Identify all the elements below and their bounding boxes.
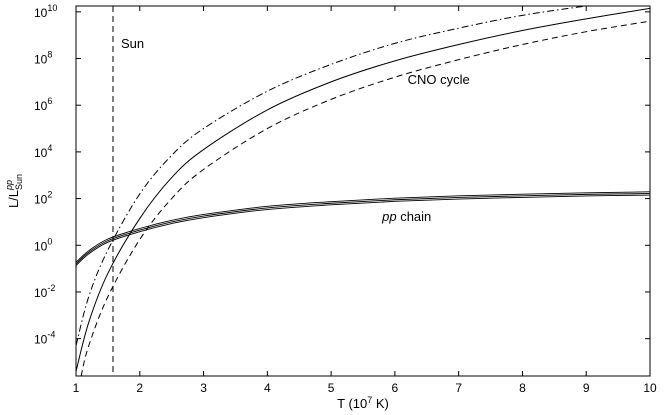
y-tick-label: 10-2 xyxy=(34,283,55,300)
pp-chain-line-3 xyxy=(76,194,650,266)
x-tick-label: 1 xyxy=(73,381,80,395)
y-tick-labels: 1010 108 106 104 102 100 10-2 10-4 xyxy=(34,3,57,347)
x-tick-label: 2 xyxy=(136,381,143,395)
y-axis-label: L/LSunpp xyxy=(4,174,24,208)
pp-chain-line-1 xyxy=(76,191,650,263)
sun-label: Sun xyxy=(121,36,144,51)
series-layer xyxy=(76,6,650,376)
x-tick-label: 4 xyxy=(264,381,271,395)
y-tick-label: 100 xyxy=(34,236,52,253)
annotation-layer: CNO cycle pp chain xyxy=(381,72,470,224)
annotation-1: CNO cycle xyxy=(408,72,470,87)
cno-cycle-line xyxy=(76,7,650,372)
y-tick-label: 10-4 xyxy=(34,330,55,347)
cno-cycle-lower-line xyxy=(80,20,650,376)
x-tick-label: 8 xyxy=(519,381,526,395)
y-tick-label: 106 xyxy=(34,96,52,113)
x-tick-label: 6 xyxy=(392,381,399,395)
x-tick-label: 10 xyxy=(643,381,657,395)
x-tick-label: 3 xyxy=(200,381,207,395)
sun-layer: Sun xyxy=(112,6,144,376)
x-tick-label: 7 xyxy=(455,381,462,395)
x-axis-label: T (107 K) xyxy=(337,395,389,411)
pp-chain-line-2 xyxy=(76,193,650,265)
y-tick-label: 108 xyxy=(34,50,52,67)
y-tick-label: 104 xyxy=(34,143,52,160)
annotation-2: pp chain xyxy=(381,209,431,224)
y-tick-label: 1010 xyxy=(34,3,57,20)
x-tick-labels: 1 2 3 4 5 6 7 8 9 10 xyxy=(73,381,657,395)
x-tick-label: 5 xyxy=(328,381,335,395)
plot-frame xyxy=(75,5,651,377)
cno-cycle-upper-line xyxy=(76,6,590,346)
y-tick-label: 102 xyxy=(34,190,52,207)
ticks-layer xyxy=(75,6,651,376)
x-tick-label: 9 xyxy=(583,381,590,395)
